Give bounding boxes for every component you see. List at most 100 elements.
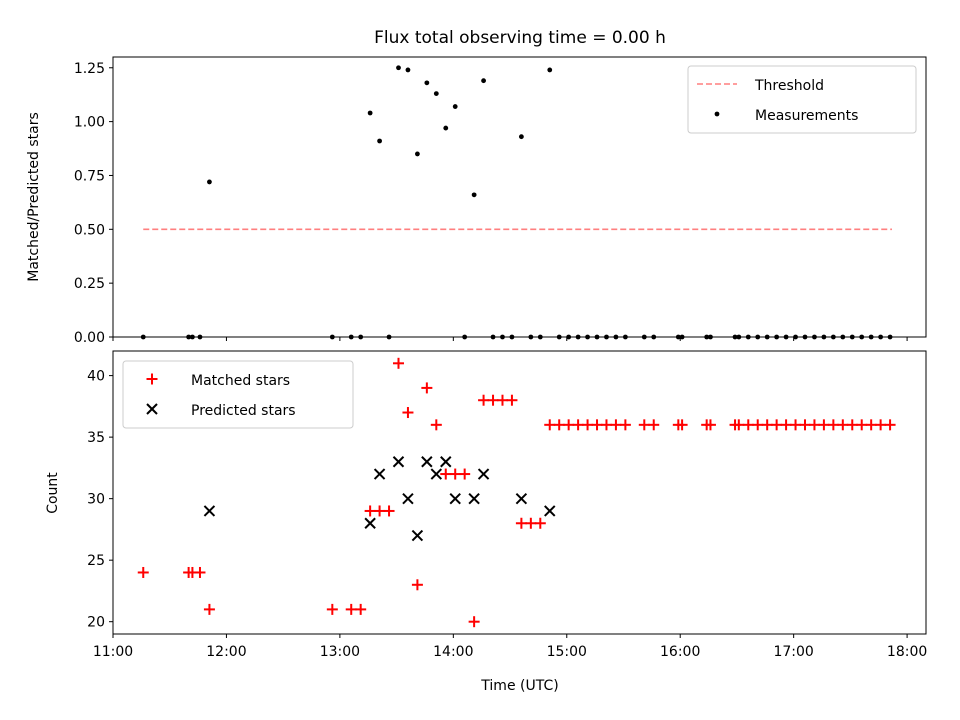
measurement-point [452,104,458,109]
matched-star-point [430,419,442,431]
top-y-axis-label: Matched/Predicted stars [26,112,42,282]
matched-star-point [449,468,461,480]
legend-predicted-label: Predicted stars [191,403,296,419]
matched-star-point [374,505,386,517]
top-y-tick-label: 1.25 [74,61,105,77]
matched-star-point [591,419,603,431]
measurement-point [433,91,439,97]
top-legend: Threshold Measurements [687,65,917,134]
x-tick-label: 17:00 [773,644,813,660]
matched-star-point [837,419,849,431]
top-y-tick-label: 0.25 [74,276,105,292]
chart-title: Flux total observing time = 0.00 h [374,28,666,48]
matched-star-point [421,382,433,394]
matched-star-point [440,468,452,480]
matched-star-point [534,517,546,529]
legend-measurements-swatch [714,111,720,117]
matched-star-point [383,505,395,517]
top-y-tick-label: 0.00 [74,330,105,346]
matched-star-point [742,419,754,431]
predicted-star-point [449,492,461,505]
bottom-y-tick-label: 35 [87,430,105,446]
matched-star-point [478,394,490,406]
matched-star-point [553,419,565,431]
legend-matched-swatch [146,373,158,385]
predicted-star-point [392,456,405,468]
matched-star-point [733,419,745,431]
matched-star-point [203,603,215,615]
measurement-point [518,134,524,140]
matched-star-point [411,579,423,591]
matched-star-point [780,419,792,431]
measurement-point [377,138,382,144]
predicted-star-point [430,468,443,480]
predicted-star-point [477,468,490,480]
predicted-star-point [402,492,414,505]
measurement-point [396,65,401,71]
matched-star-point [648,419,660,431]
predicted-star-point [544,505,556,517]
legend-matched-label: Matched stars [191,373,290,389]
measurement-point [443,125,449,131]
measurement-point [424,80,430,86]
legend-threshold-label: Threshold [754,78,824,94]
matched-star-point [137,566,149,578]
top-y-tick-label: 0.50 [74,222,105,238]
matched-star-point [515,517,527,529]
top-y-tick-label: 0.75 [74,168,105,184]
matched-star-point [355,603,367,615]
matched-star-point [392,357,404,369]
matched-star-point [468,616,480,628]
bottom-panel: 20 25 30 35 40 11:00 12:00 13:00 14:00 15:00 16:0… [45,350,927,694]
x-tick-label: 18:00 [887,644,927,660]
matched-star-point [326,603,338,615]
matched-star-point [487,394,499,406]
matched-star-point [752,419,764,431]
matched-star-point [827,419,839,431]
measurement-point [471,192,477,198]
x-tick-label: 16:00 [660,644,700,660]
measurement-point [481,78,486,84]
matched-star-point [865,419,877,431]
top-plot-frame [112,56,927,338]
matched-star-point [194,566,206,578]
matched-star-point [345,603,357,615]
bottom-y-tick-label: 30 [87,492,105,508]
top-panel: 0.00 0.25 0.50 0.75 1.00 1.25 Matched/Predict… [26,56,927,346]
measurement-point [547,67,553,73]
measurement-point [405,67,411,73]
matched-star-point [544,419,556,431]
matched-star-point [771,419,783,431]
matched-star-point [402,407,414,419]
legend-measurements-label: Measurements [755,108,858,124]
matched-star-point [846,419,858,431]
predicted-star-point [364,517,376,529]
predicted-star-point [515,492,528,505]
bottom-y-tick-label: 25 [87,553,105,569]
matched-star-point [856,419,868,431]
x-tick-label: 14:00 [433,644,473,660]
matched-star-point [582,419,594,431]
x-tick-label: 15:00 [547,644,587,660]
matched-star-point [761,419,773,431]
predicted-star-point [203,505,216,517]
predicted-star-point [421,456,433,468]
matched-star-point [619,419,631,431]
bottom-y-axis-label: Count [45,472,61,514]
matched-star-point [818,419,830,431]
bottom-legend: Matched stars Predicted stars [122,360,354,429]
measurement-point [367,110,373,116]
predicted-star-point [411,529,424,542]
matched-star-point [496,394,508,406]
predicted-star-point [440,456,452,468]
measurement-point [415,151,420,157]
matched-star-point [506,394,518,406]
matched-star-point [563,419,575,431]
matched-star-point [459,468,471,480]
x-tick-label: 11:00 [93,644,133,660]
legend-predicted-swatch [146,403,158,415]
matched-star-point [790,419,802,431]
matched-star-point [884,419,896,431]
matched-star-point [364,505,376,517]
